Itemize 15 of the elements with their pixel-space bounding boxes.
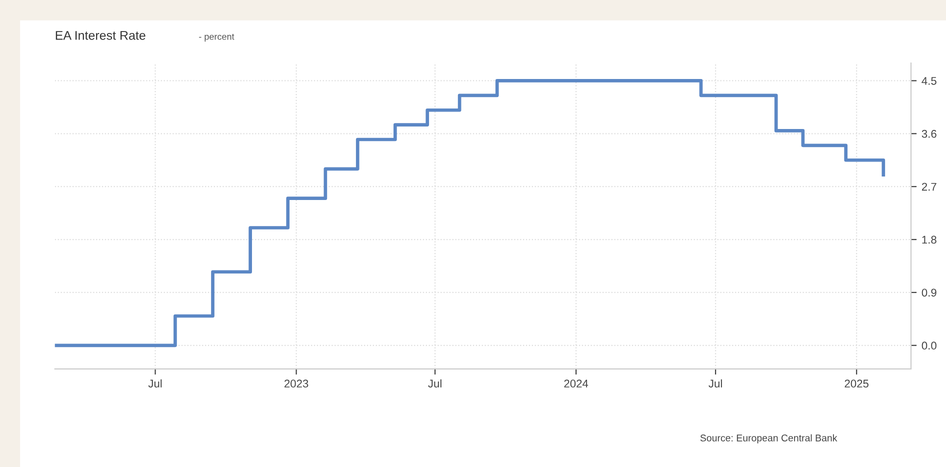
y-tick-label: 0.9 — [922, 288, 936, 297]
source-note: Source: European Central Bank — [700, 434, 838, 444]
chart-subtitle: - percent — [199, 34, 234, 42]
x-tick-label: 2023 — [284, 380, 308, 388]
y-tick-label: 3.6 — [922, 130, 936, 138]
x-tick-label: Jul — [428, 379, 442, 388]
y-tick-label: 4.5 — [922, 77, 936, 85]
x-tick-label: 2024 — [564, 380, 588, 388]
x-tick-label: Jul — [708, 379, 722, 388]
chart-title: EA Interest Rate — [56, 31, 146, 40]
y-tick-label: 0.0 — [922, 342, 936, 350]
x-tick-label: 2025 — [844, 380, 868, 388]
y-tick-label: 2.7 — [922, 182, 936, 191]
x-tick-label: Jul — [148, 379, 162, 388]
y-tick-label: 1.8 — [922, 236, 936, 244]
